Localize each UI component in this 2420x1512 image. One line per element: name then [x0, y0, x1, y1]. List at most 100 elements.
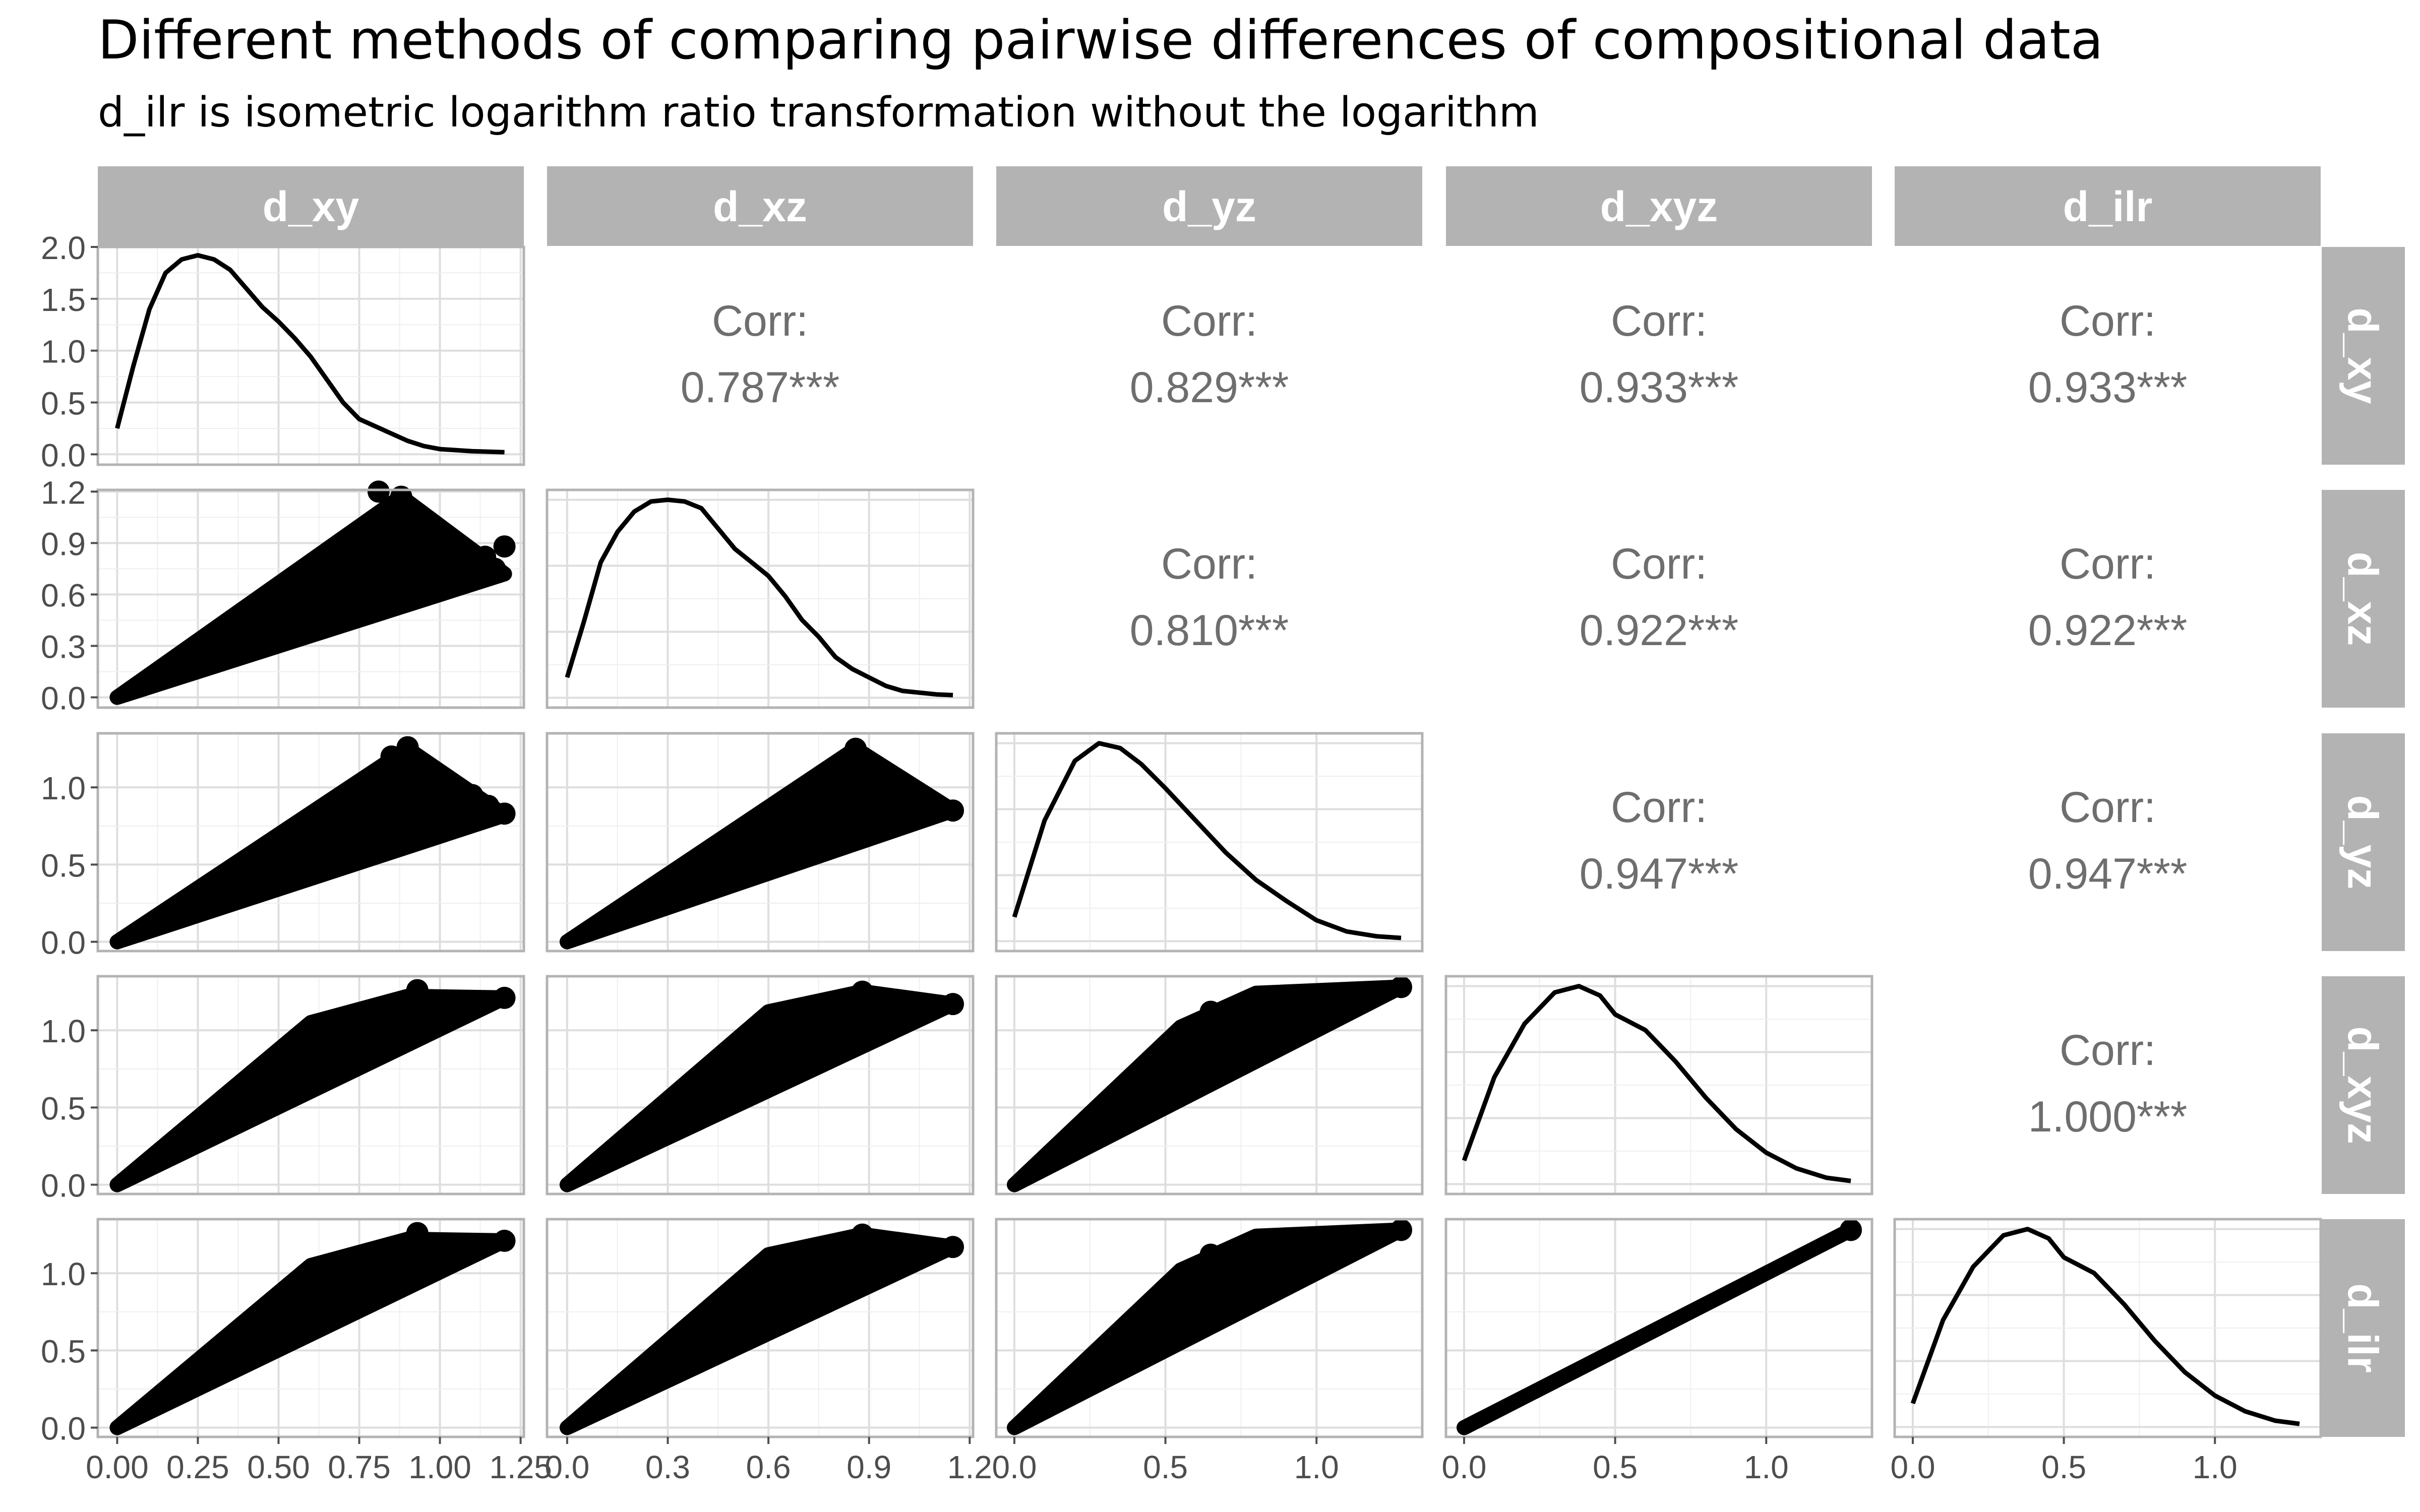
scatter-point — [942, 993, 964, 1016]
panel-border — [96, 975, 525, 1195]
corr-label: Corr: — [1161, 297, 1257, 345]
scatter-point — [1275, 996, 1298, 1019]
y-tick-label: 2.0 — [41, 230, 86, 266]
scatter-points-d_yz-d_xyz — [1007, 976, 1413, 1192]
scatter-point — [367, 480, 390, 503]
scatter-point — [1199, 1000, 1222, 1023]
scatter-point — [483, 557, 506, 580]
y-tick-label: 0.9 — [41, 526, 86, 562]
x-tick-label: 0.0 — [992, 1449, 1037, 1485]
panel-border — [96, 732, 525, 953]
scatter-point — [942, 1236, 964, 1258]
scatter-point — [875, 1254, 897, 1277]
x-tick-label: 1.0 — [2193, 1449, 2237, 1485]
x-tick-label: 1.0 — [1744, 1449, 1789, 1485]
y-tick-label: 0.3 — [41, 629, 86, 665]
panel-border — [1893, 1218, 2322, 1438]
x-tick-label: 0.3 — [645, 1449, 690, 1485]
x-tick-label: 0.0 — [544, 1449, 589, 1485]
corr-value: 0.922*** — [1580, 606, 1739, 655]
x-tick-label: 0.00 — [86, 1449, 149, 1485]
panel-border — [96, 1218, 525, 1438]
panel-grid — [996, 733, 1422, 951]
panel-border — [995, 732, 1424, 953]
scatter-point — [419, 1246, 442, 1269]
strip-top-d_xz — [547, 166, 973, 246]
density-line-d_yz — [1012, 741, 1402, 940]
scatter-point — [493, 535, 516, 558]
chart-subtitle: d_ilr is isometric logarithm ratio trans… — [98, 89, 1539, 137]
y-tick-label: 0.0 — [41, 925, 86, 961]
scatter-point — [1275, 1239, 1298, 1262]
scatter-point — [493, 1229, 516, 1252]
strip-right-d_ilr — [2322, 1219, 2405, 1437]
y-tick-label: 1.0 — [41, 770, 86, 806]
scatter-points-d_xz-d_yz — [559, 737, 964, 950]
corr-value: 0.933*** — [2028, 363, 2188, 412]
corr-label: Corr: — [2060, 297, 2156, 345]
scatter-point — [858, 776, 880, 799]
panel-border — [546, 732, 975, 953]
scatter-point — [406, 979, 429, 1001]
scatter-point — [1840, 1219, 1862, 1241]
scatter-point — [1305, 1234, 1328, 1257]
scatter-point — [942, 799, 964, 822]
corr-value: 0.947*** — [2028, 850, 2188, 898]
panel-border — [546, 975, 975, 1195]
panel-border — [546, 488, 975, 709]
panel-border — [96, 488, 525, 709]
corr-label: Corr: — [1611, 297, 1707, 345]
scatter-point — [851, 1223, 874, 1246]
scatter-point-cloud — [1007, 979, 1409, 1192]
scatter-point — [1351, 985, 1373, 1007]
scatter-point — [422, 540, 445, 563]
x-tick-label: 1.25 — [489, 1449, 552, 1485]
y-tick-label: 0.5 — [41, 1333, 86, 1369]
strip-right-label-d_xz: d_xz — [2339, 552, 2387, 646]
density-line-d_xy — [115, 253, 505, 455]
strip-top-label-d_xz: d_xz — [713, 183, 807, 230]
x-tick-label: 1.00 — [408, 1449, 471, 1485]
scatter-point-cloud — [559, 741, 961, 950]
scatter-point — [406, 515, 429, 537]
x-tick-label: 0.0 — [1890, 1449, 1935, 1485]
corr-label: Corr: — [2060, 1026, 2156, 1075]
x-tick-label: 0.6 — [746, 1449, 791, 1485]
panel-border — [995, 975, 1424, 1195]
corr-label: Corr: — [1161, 540, 1257, 588]
y-tick-label: 0.0 — [41, 437, 86, 473]
scatter-point — [1390, 1219, 1413, 1241]
scatter-point — [891, 791, 914, 814]
x-tick-label: 0.50 — [247, 1449, 310, 1485]
panel-border — [1444, 975, 1873, 1195]
y-tick-label: 0.6 — [41, 577, 86, 613]
scatter-point — [1390, 976, 1413, 998]
y-tick-label: 1.0 — [41, 1013, 86, 1049]
scatter-point — [875, 1011, 897, 1034]
strip-top-d_xy — [98, 166, 524, 246]
strip-right-d_xz — [2322, 490, 2405, 708]
scatter-point-cloud — [109, 489, 512, 705]
y-tick-label: 0.0 — [41, 1168, 86, 1204]
corr-value: 0.922*** — [2028, 606, 2188, 655]
scatter-point — [419, 1003, 442, 1026]
panel-border — [995, 1218, 1424, 1438]
x-tick-label: 0.5 — [2041, 1449, 2086, 1485]
scatter-points-d_xy-d_xyz — [109, 979, 516, 1192]
panel-grid — [1446, 1219, 1872, 1437]
strip-top-d_ilr — [1895, 166, 2321, 246]
y-tick-label: 0.0 — [41, 680, 86, 717]
scatter-points-d_yz-d_ilr — [1007, 1219, 1413, 1435]
x-tick-label: 0.5 — [1143, 1449, 1188, 1485]
scatter-point — [908, 788, 931, 811]
density-line-d_ilr — [1910, 1227, 2300, 1426]
scatter-point — [875, 784, 897, 806]
scatter-point — [467, 994, 490, 1017]
panel-border — [1444, 1218, 1873, 1438]
scatter-points-d_xyz-d_ilr — [1457, 1219, 1862, 1435]
x-tick-label: 0.0 — [1441, 1449, 1486, 1485]
x-tick-label: 1.2 — [947, 1449, 992, 1485]
chart-title: Different methods of comparing pairwise … — [98, 9, 2103, 71]
scatter-point — [406, 1222, 429, 1244]
